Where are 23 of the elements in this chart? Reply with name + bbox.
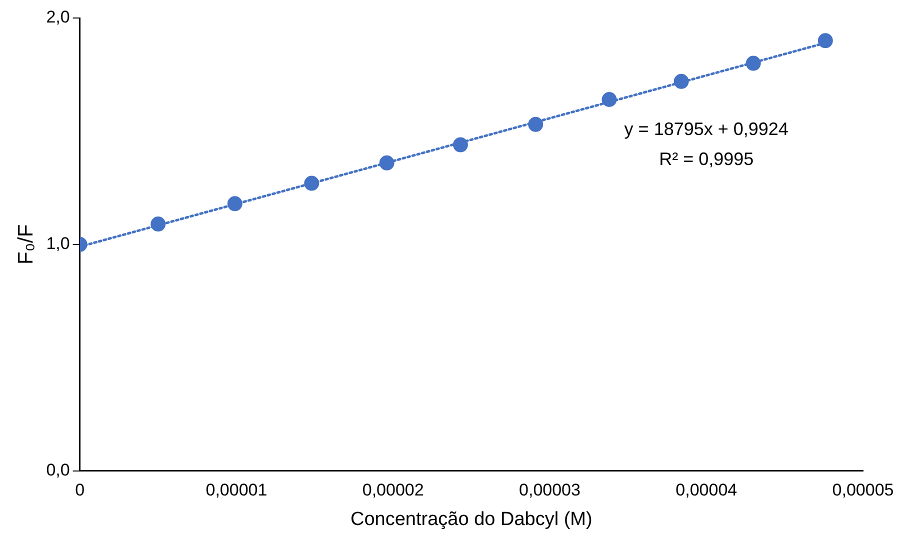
x-tick-label: 0,00002 xyxy=(362,480,424,500)
y-axis-title: F₀/F xyxy=(14,224,38,265)
point xyxy=(452,137,468,152)
annotation: y = 18795x + 0,9924 xyxy=(624,118,788,139)
x-tick-label: 0,00004 xyxy=(676,480,738,500)
point xyxy=(746,56,761,71)
annotation: R² = 0,9995 xyxy=(659,148,754,169)
x-tick-label: 0,00003 xyxy=(519,480,580,500)
point xyxy=(150,216,166,232)
y-tick-label: 1,0 xyxy=(46,234,70,254)
point xyxy=(818,33,833,48)
x-tick-label: 0 xyxy=(75,480,85,500)
x-axis-title: Concentração do Dabcyl (M) xyxy=(350,508,592,530)
y-tick-label: 2,0 xyxy=(46,8,70,27)
y-tick-label: 0,0 xyxy=(46,460,70,480)
point xyxy=(227,196,242,212)
x-tick-label: 0,00005 xyxy=(832,480,894,500)
point xyxy=(602,92,617,108)
point xyxy=(674,74,689,89)
point xyxy=(528,116,544,132)
point xyxy=(304,176,320,191)
x-tick-label: 0,00001 xyxy=(206,480,268,500)
point xyxy=(379,155,394,170)
